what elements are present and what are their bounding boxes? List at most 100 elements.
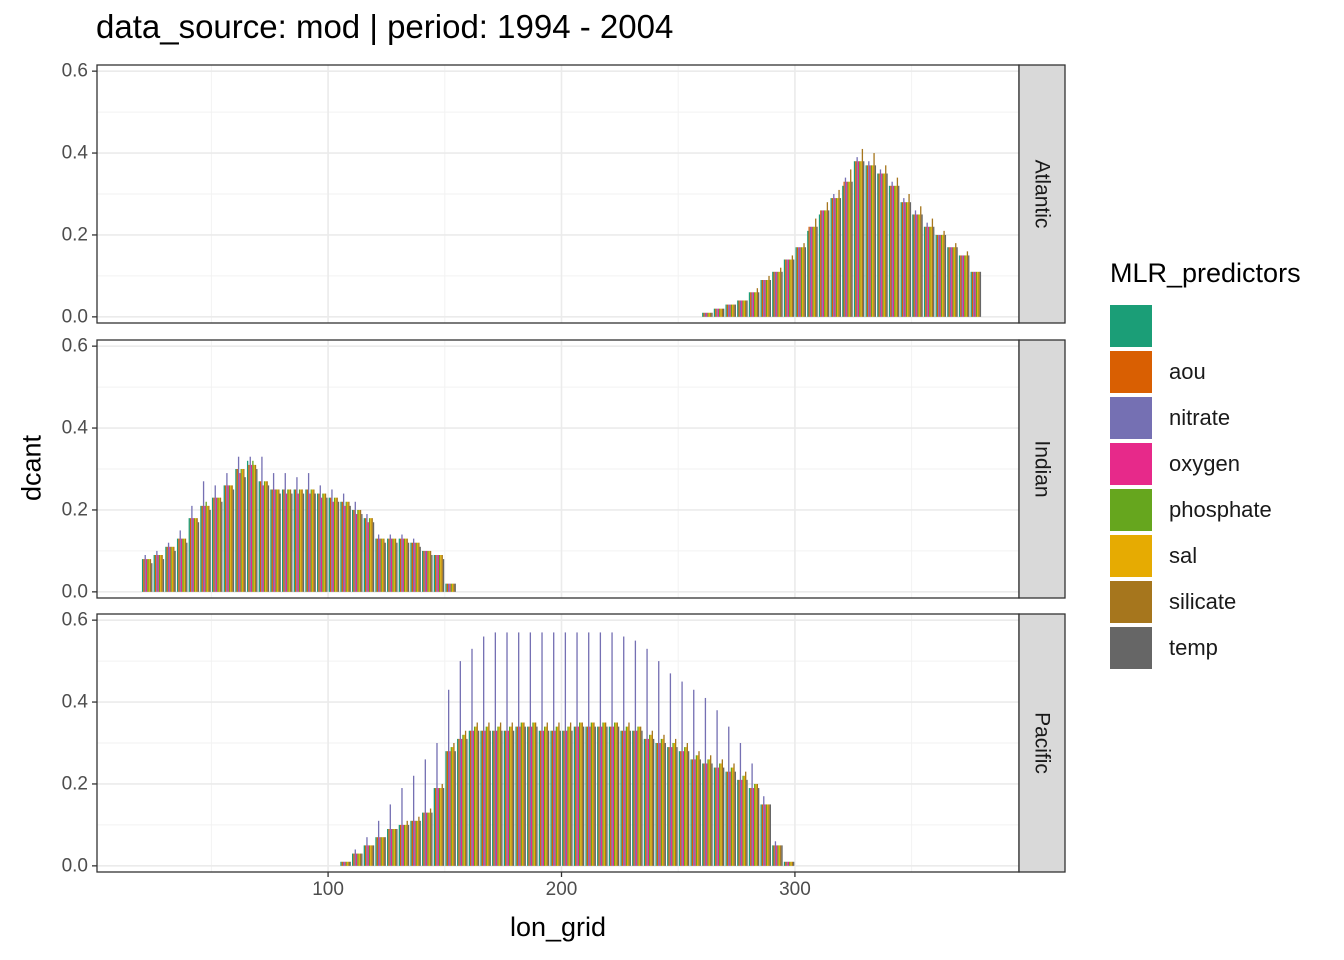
bar xyxy=(191,505,193,592)
bar xyxy=(720,763,722,866)
bar xyxy=(944,234,947,317)
bar xyxy=(916,214,918,317)
bar xyxy=(621,730,624,866)
bar xyxy=(821,210,823,317)
bar xyxy=(258,481,260,592)
bar xyxy=(298,489,301,592)
bar xyxy=(793,861,795,866)
legend-item: temp xyxy=(1110,625,1301,671)
bar xyxy=(445,751,447,866)
bar xyxy=(761,280,764,317)
bar xyxy=(722,767,725,866)
bar xyxy=(341,861,343,866)
bar xyxy=(776,271,778,317)
bar xyxy=(877,173,879,317)
bar xyxy=(394,829,397,866)
bar xyxy=(367,522,369,592)
bar xyxy=(774,271,777,317)
bar xyxy=(389,804,391,866)
bar xyxy=(671,747,673,866)
bar xyxy=(519,726,521,866)
bar xyxy=(645,738,647,866)
bar xyxy=(746,300,748,317)
bar xyxy=(403,824,406,866)
bar xyxy=(319,485,321,592)
bar xyxy=(376,837,378,866)
bar xyxy=(275,489,277,592)
x-tick-label: 100 xyxy=(312,879,344,900)
bar xyxy=(707,759,709,866)
bar xyxy=(625,726,628,866)
bar xyxy=(872,165,874,317)
bar xyxy=(160,555,162,592)
bar xyxy=(259,481,262,592)
bar xyxy=(406,820,408,866)
bar xyxy=(839,198,842,317)
bar xyxy=(332,501,334,592)
bar xyxy=(900,202,902,317)
bar xyxy=(758,788,760,866)
bar xyxy=(416,542,419,592)
bar xyxy=(425,550,428,592)
bar xyxy=(270,489,272,592)
bar xyxy=(446,751,449,866)
bar xyxy=(734,304,736,317)
bar xyxy=(428,812,430,866)
bar xyxy=(375,538,377,592)
bar xyxy=(703,763,705,866)
bar xyxy=(540,730,542,866)
bar xyxy=(955,243,957,317)
bar xyxy=(506,632,508,866)
bar xyxy=(538,730,541,866)
bar xyxy=(825,210,827,317)
bar xyxy=(345,861,347,866)
bar xyxy=(376,538,378,592)
bar xyxy=(573,726,576,866)
bar xyxy=(667,747,669,866)
bar xyxy=(597,726,599,866)
bar xyxy=(288,489,290,592)
bar xyxy=(803,243,805,317)
bar xyxy=(368,518,371,592)
bar xyxy=(371,518,373,592)
bar xyxy=(716,308,718,317)
bar xyxy=(704,697,707,866)
bar xyxy=(188,518,190,592)
bar xyxy=(272,473,275,592)
bar xyxy=(699,759,701,866)
bar xyxy=(265,481,267,592)
bar xyxy=(518,632,520,866)
bar xyxy=(422,812,424,866)
legend-item: silicate xyxy=(1110,579,1301,625)
bar xyxy=(918,214,921,317)
x-tick-label: 300 xyxy=(779,879,811,900)
bar xyxy=(178,538,180,592)
bar xyxy=(780,845,782,866)
bar xyxy=(293,489,295,592)
bar xyxy=(756,288,759,317)
bar xyxy=(908,194,910,317)
bar xyxy=(691,759,694,866)
bar xyxy=(173,546,175,592)
bar xyxy=(354,849,356,866)
y-tick-label: 0.0 xyxy=(62,581,88,602)
bar xyxy=(481,730,484,866)
bar xyxy=(743,300,746,317)
bar xyxy=(632,730,634,866)
bar xyxy=(377,534,380,592)
bar xyxy=(453,583,455,592)
bar xyxy=(524,726,526,866)
bar xyxy=(965,255,967,317)
bar xyxy=(227,485,229,592)
bar xyxy=(314,493,316,592)
facet-strip xyxy=(1018,339,1066,599)
bar xyxy=(208,505,210,592)
bar xyxy=(390,538,393,592)
bar xyxy=(593,722,595,866)
bar xyxy=(358,853,360,866)
bar xyxy=(562,730,564,866)
bar xyxy=(824,210,826,317)
bar xyxy=(349,505,351,592)
bar xyxy=(781,271,783,317)
bar xyxy=(424,759,426,866)
